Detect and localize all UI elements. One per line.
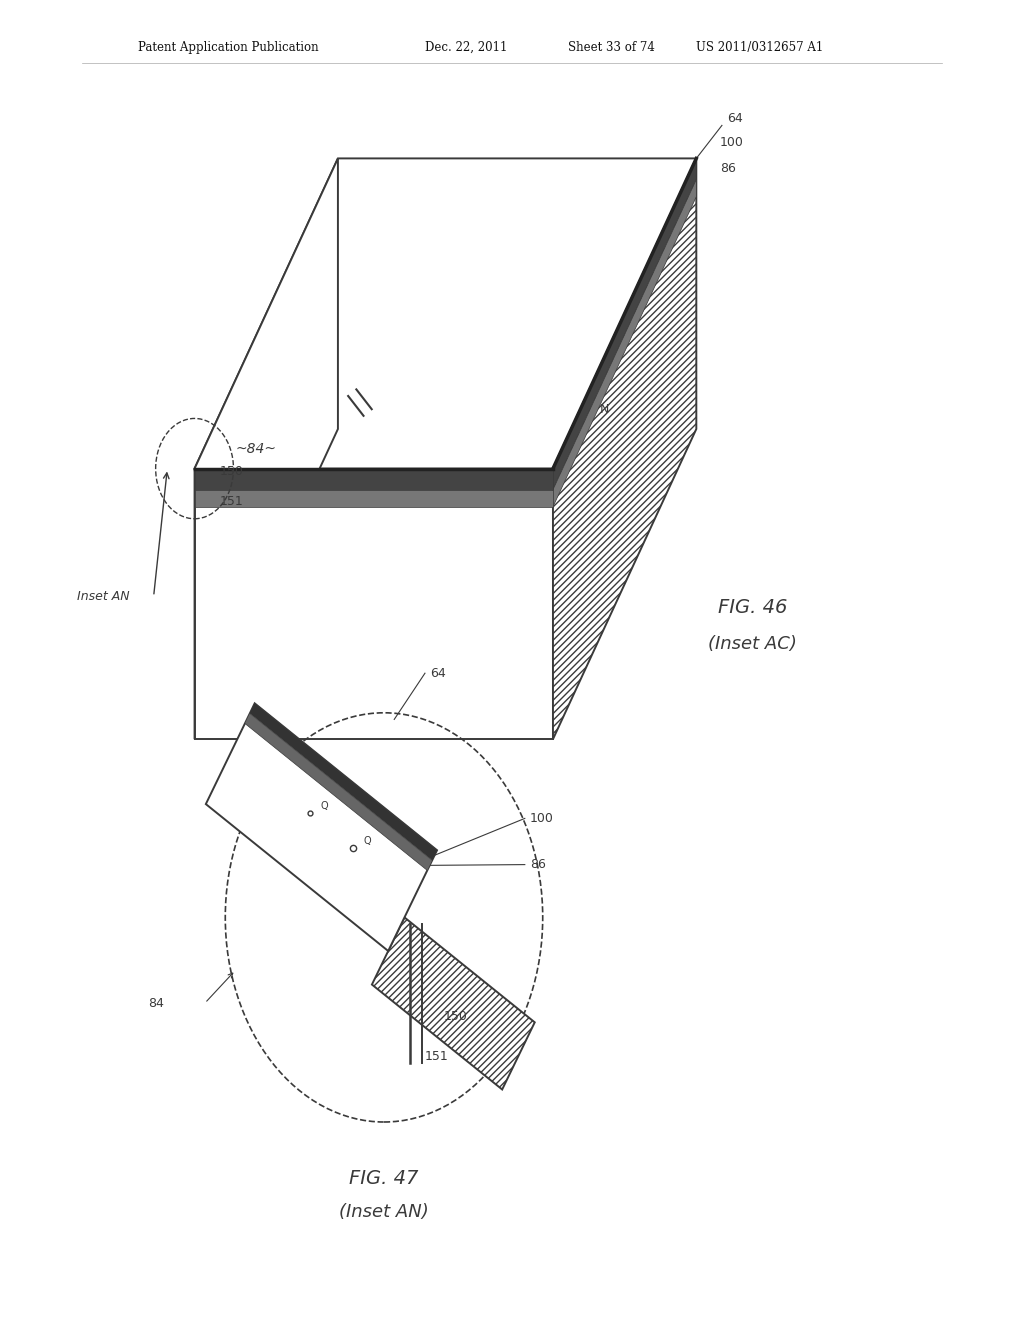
Text: 151: 151 [220, 495, 244, 508]
Polygon shape [195, 490, 553, 507]
Text: FIG. 47: FIG. 47 [349, 1170, 419, 1188]
Polygon shape [250, 704, 437, 861]
Text: FIG. 46: FIG. 46 [718, 598, 787, 616]
Text: 86: 86 [720, 162, 736, 176]
Text: 150: 150 [220, 465, 244, 478]
Text: US 2011/0312657 A1: US 2011/0312657 A1 [696, 41, 823, 54]
Polygon shape [553, 158, 696, 490]
Polygon shape [195, 158, 696, 469]
Text: Inset AN: Inset AN [77, 590, 129, 603]
Polygon shape [553, 180, 696, 507]
Text: Dec. 22, 2011: Dec. 22, 2011 [425, 41, 507, 54]
Text: 100: 100 [530, 812, 554, 825]
Text: Patent Application Publication: Patent Application Publication [138, 41, 318, 54]
Polygon shape [206, 704, 437, 950]
Text: (Inset AN): (Inset AN) [339, 1203, 429, 1221]
Polygon shape [195, 469, 553, 739]
Text: 86: 86 [530, 858, 546, 871]
Polygon shape [372, 917, 535, 1089]
Polygon shape [195, 469, 553, 490]
Polygon shape [195, 158, 338, 739]
Polygon shape [245, 713, 432, 870]
Text: 84: 84 [148, 997, 165, 1010]
Text: 100: 100 [720, 136, 743, 149]
Text: Sheet 33 of 74: Sheet 33 of 74 [568, 41, 655, 54]
Text: 150: 150 [443, 1010, 467, 1023]
Text: (Inset AC): (Inset AC) [709, 635, 797, 653]
Text: N: N [599, 403, 609, 416]
Text: 151: 151 [425, 1049, 449, 1063]
Text: 64: 64 [727, 112, 742, 125]
Text: Q: Q [364, 837, 372, 846]
Text: ~84~: ~84~ [236, 442, 276, 455]
Text: 64: 64 [430, 667, 445, 680]
Text: Q: Q [321, 801, 328, 812]
Polygon shape [553, 158, 696, 739]
